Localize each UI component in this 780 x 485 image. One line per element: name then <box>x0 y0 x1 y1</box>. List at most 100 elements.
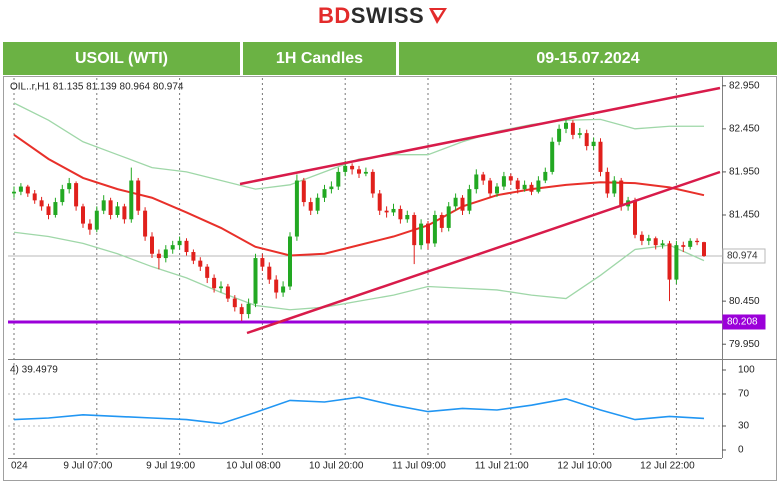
logo-bd: BD <box>318 3 351 28</box>
candle-body <box>674 245 679 280</box>
candle-body <box>467 189 472 211</box>
candle-body <box>660 243 665 246</box>
frame <box>3 76 777 481</box>
candle-body <box>115 206 120 215</box>
candle-body <box>646 238 651 241</box>
candle-body <box>543 171 548 181</box>
candle-body <box>122 206 127 220</box>
indicator-tick-label: 0 <box>738 445 744 456</box>
x-tick-label: 12 Jul 22:00 <box>640 461 695 472</box>
candle-body <box>412 214 417 246</box>
x-tick-label: 12 Jul 10:00 <box>557 461 612 472</box>
hline-label: 80.974 <box>727 251 758 262</box>
candle-body <box>225 286 230 299</box>
candle-body <box>136 180 141 211</box>
candle-body <box>488 180 493 194</box>
trendline <box>246 170 721 335</box>
candle-body <box>667 243 672 280</box>
y-tick-label: 81.450 <box>729 210 760 221</box>
candle-body <box>170 245 175 250</box>
candle-body <box>398 208 403 220</box>
x-tick-label: 9 Jul 07:00 <box>63 461 112 472</box>
candle-body <box>474 174 479 190</box>
candle-body <box>336 171 341 187</box>
candle-body <box>219 286 223 289</box>
candle-body <box>101 200 106 211</box>
y-tick-label: 81.950 <box>729 167 760 178</box>
info: OIL..r,H1 81.135 81.139 80.964 80.974 <box>10 82 184 93</box>
candle-body <box>267 266 272 280</box>
y-tick-label: 79.950 <box>729 339 760 350</box>
indicator-tick-label: 30 <box>738 421 750 432</box>
candle-body <box>329 186 334 190</box>
candle-body <box>619 180 624 207</box>
candle-body <box>163 249 168 259</box>
candle-body <box>46 206 51 215</box>
candle-body <box>419 223 424 246</box>
y-tick-label: 82.450 <box>729 123 760 134</box>
candle-body <box>495 186 499 194</box>
candle-body <box>246 303 251 315</box>
instrument: USOIL (WTI) <box>3 42 240 75</box>
candle-body <box>550 141 555 172</box>
candle-body <box>12 191 16 194</box>
candle-body <box>143 210 148 237</box>
candle-body <box>702 242 706 256</box>
candle-body <box>350 165 355 170</box>
candle-body <box>108 200 113 215</box>
candle-body <box>212 277 217 289</box>
candle-body <box>294 180 299 237</box>
x-tick-label: 11 Jul 21:00 <box>475 461 529 472</box>
candle-body <box>260 258 265 267</box>
candle-body <box>184 240 189 253</box>
candle-body <box>446 206 451 228</box>
candle-body <box>274 279 279 293</box>
x-tick-label: 024 <box>11 461 28 472</box>
candle-body <box>150 236 154 254</box>
candle-body <box>688 240 693 247</box>
candle-body <box>232 298 237 308</box>
candle-body <box>591 141 596 147</box>
candle-body <box>391 208 396 213</box>
timeframe: 1H Candles <box>243 42 396 75</box>
candle-body <box>460 197 465 211</box>
candle-body <box>377 193 382 211</box>
candle-body <box>53 202 58 215</box>
candle-body <box>522 184 527 190</box>
candle-body <box>357 169 361 174</box>
candle-body <box>453 197 458 207</box>
candle-body <box>60 189 65 203</box>
candle-body <box>432 214 437 244</box>
candle-body <box>25 186 30 194</box>
hline-label-box <box>722 314 766 330</box>
candle-body <box>81 206 85 224</box>
candle-body <box>370 171 375 194</box>
indicator-line <box>13 134 705 257</box>
x-tick-label: 9 Jul 19:00 <box>146 461 195 472</box>
candle-body <box>605 171 610 194</box>
candle-body <box>529 184 534 192</box>
candle-body <box>129 180 134 220</box>
indicator-line <box>13 231 705 311</box>
hline-label-box <box>722 248 766 264</box>
candle-body <box>577 133 582 135</box>
logo-swiss: SWISS <box>350 3 425 28</box>
period: 09-15.07.2024 <box>399 42 777 75</box>
candle-body <box>288 236 292 287</box>
indicator-tick-label: 70 <box>738 389 750 400</box>
x-tick-label: 11 Jul 09:00 <box>392 461 446 472</box>
candle-body <box>439 214 444 228</box>
candle-body <box>301 180 306 203</box>
y-tick-label: 82.950 <box>729 80 760 91</box>
candle-body <box>87 223 92 230</box>
candle-body <box>695 240 700 243</box>
candle-body <box>508 176 513 181</box>
candle-body <box>94 210 99 230</box>
candle-body <box>598 141 603 172</box>
candle-body <box>239 307 244 315</box>
hline-label: 80.208 <box>727 317 758 328</box>
candle-body <box>612 180 617 194</box>
candle-body <box>343 165 348 172</box>
indicator-line <box>13 396 705 425</box>
candle-body <box>405 214 410 220</box>
